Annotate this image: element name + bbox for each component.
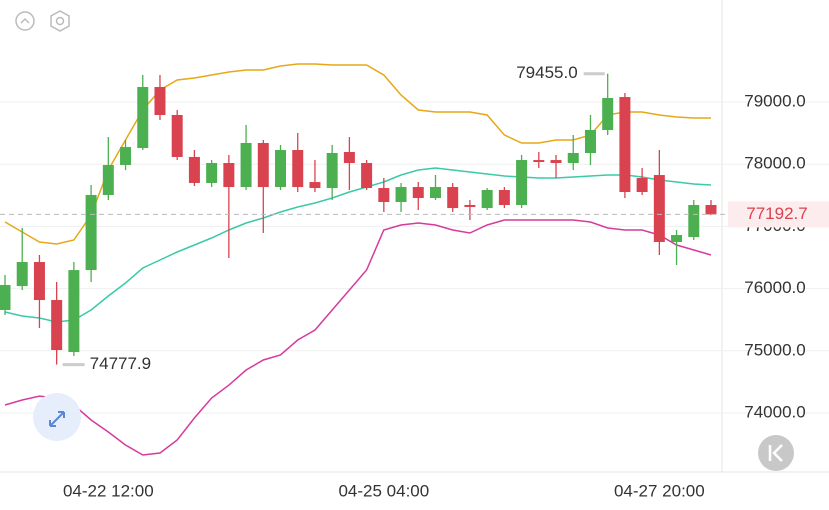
expand-icon	[49, 411, 65, 427]
band-line	[4, 167, 712, 323]
candle-body	[464, 204, 476, 207]
candle-body	[275, 150, 287, 188]
candle-body	[206, 163, 218, 183]
candle-body	[705, 204, 717, 215]
candle-body	[257, 142, 269, 188]
candle-body	[137, 87, 149, 149]
low-marker-label: 74777.9	[90, 354, 151, 373]
x-tick-label: 04-22 12:00	[63, 481, 154, 500]
candle-body	[429, 187, 441, 199]
band-line	[4, 63, 711, 245]
y-tick-label: 78000.0	[744, 154, 805, 173]
candle-body	[85, 194, 97, 271]
candle-body	[533, 160, 545, 163]
candle-body	[671, 235, 683, 243]
expand-bg	[33, 393, 81, 441]
candle-body	[584, 129, 596, 154]
candle-body	[567, 153, 579, 164]
collapse-button[interactable]	[15, 11, 35, 31]
candle-body	[516, 160, 528, 205]
candle-body	[498, 190, 510, 205]
candle-body	[0, 284, 11, 310]
collapse-icon	[15, 11, 35, 31]
last-price-label: 77192.7	[746, 204, 807, 223]
candle-body	[636, 178, 648, 192]
candle-body	[240, 142, 252, 188]
candle-body	[188, 156, 200, 183]
candle-body	[68, 270, 80, 353]
candle-body	[653, 175, 665, 243]
candle-body	[378, 188, 390, 203]
y-tick-label: 79000.0	[744, 91, 805, 110]
reset-button[interactable]	[758, 435, 794, 471]
y-tick-label: 76000.0	[744, 278, 805, 297]
candle-body	[361, 163, 373, 189]
reset-icon	[768, 444, 783, 462]
high-marker-label: 79455.0	[516, 63, 577, 82]
settings-icon	[50, 10, 70, 32]
collapse-arrow	[20, 17, 30, 24]
candle-body	[16, 262, 28, 287]
candle-body	[688, 204, 700, 238]
candle-body	[395, 187, 407, 203]
candle-body	[102, 165, 114, 195]
settings-dot	[55, 16, 65, 26]
x-tick-label: 04-27 20:00	[614, 481, 705, 500]
last-price-box	[728, 201, 829, 228]
candle-body	[447, 187, 459, 209]
candle-body	[292, 150, 304, 188]
candle-body	[33, 262, 45, 301]
y-tick-label: 74000.0	[744, 402, 805, 421]
candle-body	[120, 147, 132, 166]
candle-body	[412, 187, 424, 199]
reset-bg	[758, 435, 794, 471]
x-tick-label: 04-25 04:00	[338, 481, 429, 500]
plot-area: 74000.075000.076000.077000.078000.079000…	[0, 63, 829, 500]
candle-body	[602, 98, 614, 130]
expand-button[interactable]	[33, 393, 81, 441]
candle-body	[326, 153, 338, 189]
candle-body	[154, 87, 166, 115]
candle-body	[51, 300, 63, 351]
candle-body	[343, 152, 355, 164]
settings-button[interactable]	[50, 10, 70, 32]
candle-body	[550, 160, 562, 164]
candle-body	[481, 190, 493, 209]
y-tick-label: 75000.0	[744, 340, 805, 359]
candle-body	[309, 182, 321, 189]
band-line	[4, 219, 712, 456]
candle-body	[619, 97, 631, 192]
candle-body	[223, 163, 235, 188]
candle-body	[171, 114, 183, 157]
